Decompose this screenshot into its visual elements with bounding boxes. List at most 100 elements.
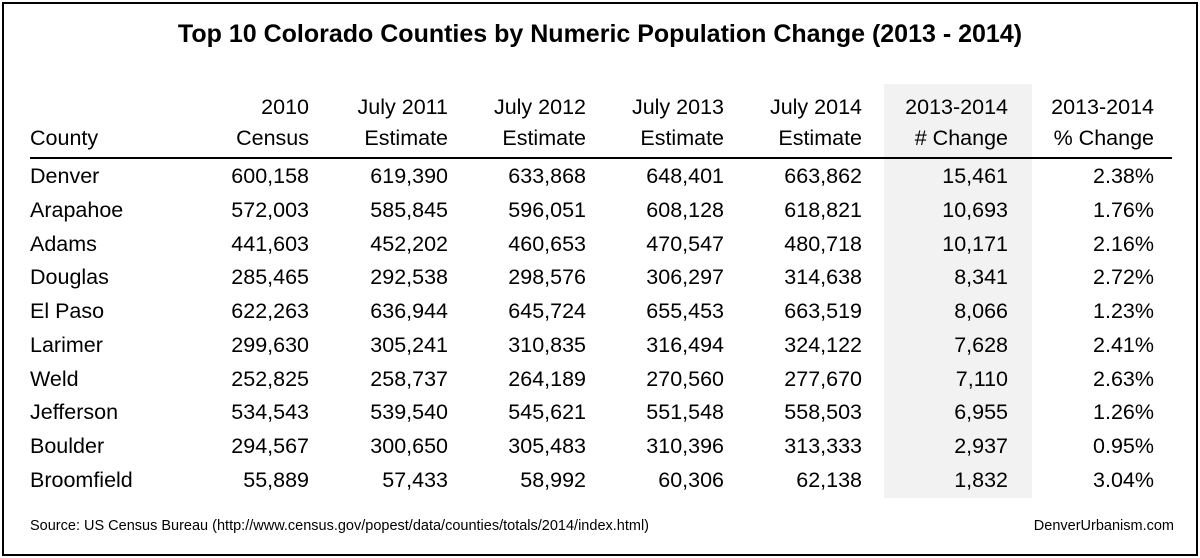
- estimate-2013-cell: 316,494: [646, 332, 724, 357]
- header-census-2010: 2010 Census: [154, 92, 309, 154]
- estimate-2012-cell: 596,051: [508, 197, 586, 222]
- number-change-cell: 10,693: [942, 197, 1008, 222]
- census-2010-cell: 294,567: [231, 434, 309, 458]
- census-2010-cell: 534,543: [231, 400, 309, 425]
- estimate-2013-cell: 60,306: [658, 467, 724, 492]
- estimate-2011-cell: 305,241: [370, 332, 448, 357]
- percent-change-cell: 2.38%: [1093, 164, 1154, 188]
- estimate-2014-cell: 558,503: [784, 400, 862, 425]
- estimate-2012-cell: 58,992: [520, 467, 586, 492]
- percent-change-cell: 2.16%: [1093, 231, 1154, 256]
- table-row: El Paso 622,263 636,944 645,724 655,453 663,5…: [4, 295, 1196, 329]
- county-cell: Jefferson: [30, 400, 119, 425]
- county-cell: Larimer: [30, 332, 103, 357]
- number-change-cell: 8,066: [954, 299, 1008, 323]
- table-row: Boulder 294,567 300,650 305,483 310,396 313,3…: [4, 430, 1196, 464]
- percent-change-cell: 3.04%: [1093, 467, 1154, 492]
- highlight-column-shade: [884, 84, 1032, 498]
- header-estimate-2013: July 2013 Estimate: [574, 92, 724, 154]
- estimate-2011-cell: 292,538: [370, 265, 448, 290]
- census-2010-cell: 441,603: [231, 231, 309, 256]
- estimate-2011-cell: 452,202: [370, 231, 448, 256]
- credit-note: DenverUrbanism.com: [1033, 518, 1174, 534]
- estimate-2013-cell: 648,401: [646, 164, 724, 188]
- census-2010-cell: 622,263: [231, 299, 309, 323]
- estimate-2014-cell: 480,718: [784, 231, 862, 256]
- table-row: Larimer 299,630 305,241 310,835 316,494 324,1…: [4, 329, 1196, 363]
- estimate-2014-cell: 324,122: [784, 332, 862, 357]
- estimate-2013-cell: 655,453: [646, 299, 724, 323]
- header-line2: Estimate: [364, 126, 448, 150]
- table-row: Weld 252,825 258,737 264,189 270,560 277,670 7…: [4, 363, 1196, 397]
- header-line2: Estimate: [502, 126, 586, 150]
- estimate-2012-cell: 633,868: [508, 164, 586, 188]
- number-change-cell: 10,171: [942, 231, 1008, 256]
- county-cell: El Paso: [30, 299, 105, 323]
- percent-change-cell: 2.41%: [1093, 332, 1154, 357]
- number-change-cell: 8,341: [954, 265, 1008, 290]
- estimate-2014-cell: 663,519: [784, 299, 862, 323]
- percent-change-cell: 2.72%: [1093, 265, 1154, 290]
- source-note: Source: US Census Bureau (http://www.cen…: [30, 518, 650, 534]
- header-line1: 2010: [261, 95, 309, 119]
- header-line1: July 2011: [357, 95, 448, 119]
- estimate-2011-cell: 636,944: [370, 299, 448, 323]
- county-cell: Boulder: [30, 434, 105, 458]
- estimate-2013-cell: 551,548: [646, 400, 724, 425]
- estimate-2013-cell: 310,396: [646, 434, 724, 458]
- census-2010-cell: 55,889: [243, 467, 309, 492]
- estimate-2012-cell: 460,653: [508, 231, 586, 256]
- header-line1: July 2012: [493, 95, 586, 119]
- estimate-2011-cell: 539,540: [370, 400, 448, 425]
- header-estimate-2012: July 2012 Estimate: [434, 92, 586, 154]
- census-2010-cell: 572,003: [231, 197, 309, 222]
- table-row: Adams 441,603 452,202 460,653 470,547 480,718…: [4, 228, 1196, 262]
- header-number-change: 2013-2014 # Change: [864, 92, 1008, 154]
- header-line1: 2013-2014: [905, 95, 1008, 119]
- header-line2: Estimate: [640, 126, 724, 150]
- percent-change-cell: 1.23%: [1093, 299, 1154, 323]
- estimate-2013-cell: 270,560: [646, 366, 724, 391]
- estimate-2012-cell: 305,483: [508, 434, 586, 458]
- header-line1: 2013-2014: [1051, 95, 1154, 119]
- header-county: County: [30, 123, 98, 154]
- header-county-label: County: [30, 126, 99, 150]
- estimate-2013-cell: 470,547: [646, 231, 724, 256]
- estimate-2011-cell: 585,845: [370, 197, 448, 222]
- census-2010-cell: 252,825: [231, 366, 309, 391]
- estimate-2014-cell: 314,638: [784, 265, 862, 290]
- estimate-2014-cell: 618,821: [784, 197, 862, 222]
- header-line2: Estimate: [778, 126, 862, 150]
- estimate-2014-cell: 62,138: [796, 467, 862, 492]
- census-2010-cell: 285,465: [231, 265, 309, 290]
- table-row: Denver 600,158 619,390 633,868 648,401 663,86…: [4, 160, 1196, 194]
- county-cell: Broomfield: [30, 467, 133, 492]
- estimate-2011-cell: 258,737: [370, 366, 448, 391]
- estimate-2012-cell: 264,189: [508, 366, 586, 391]
- number-change-cell: 2,937: [954, 434, 1008, 458]
- estimate-2011-cell: 619,390: [370, 164, 448, 188]
- county-cell: Denver: [30, 164, 100, 188]
- table-row: Jefferson 534,543 539,540 545,621 551,548 558…: [4, 396, 1196, 430]
- page-title: Top 10 Colorado Counties by Numeric Popu…: [177, 20, 1023, 48]
- estimate-2012-cell: 310,835: [508, 332, 586, 357]
- table-row: Douglas 285,465 292,538 298,576 306,297 314,6…: [4, 261, 1196, 295]
- census-2010-cell: 299,630: [231, 332, 309, 357]
- county-cell: Arapahoe: [30, 197, 124, 222]
- number-change-cell: 7,628: [954, 332, 1008, 357]
- county-cell: Adams: [30, 231, 97, 256]
- county-cell: Weld: [30, 366, 79, 391]
- number-change-cell: 7,110: [955, 366, 1008, 391]
- number-change-cell: 1,832: [954, 467, 1008, 492]
- number-change-cell: 6,955: [954, 400, 1008, 425]
- table-row: Arapahoe 572,003 585,845 596,051 608,128 618,…: [4, 194, 1196, 228]
- estimate-2014-cell: 663,862: [784, 164, 862, 188]
- estimate-2013-cell: 608,128: [646, 197, 724, 222]
- estimate-2012-cell: 298,576: [508, 265, 586, 290]
- estimate-2014-cell: 313,333: [784, 434, 862, 458]
- header-divider: [30, 157, 1172, 159]
- header-line2: Census: [236, 126, 309, 150]
- estimate-2012-cell: 645,724: [508, 299, 586, 323]
- number-change-cell: 15,461: [942, 164, 1008, 188]
